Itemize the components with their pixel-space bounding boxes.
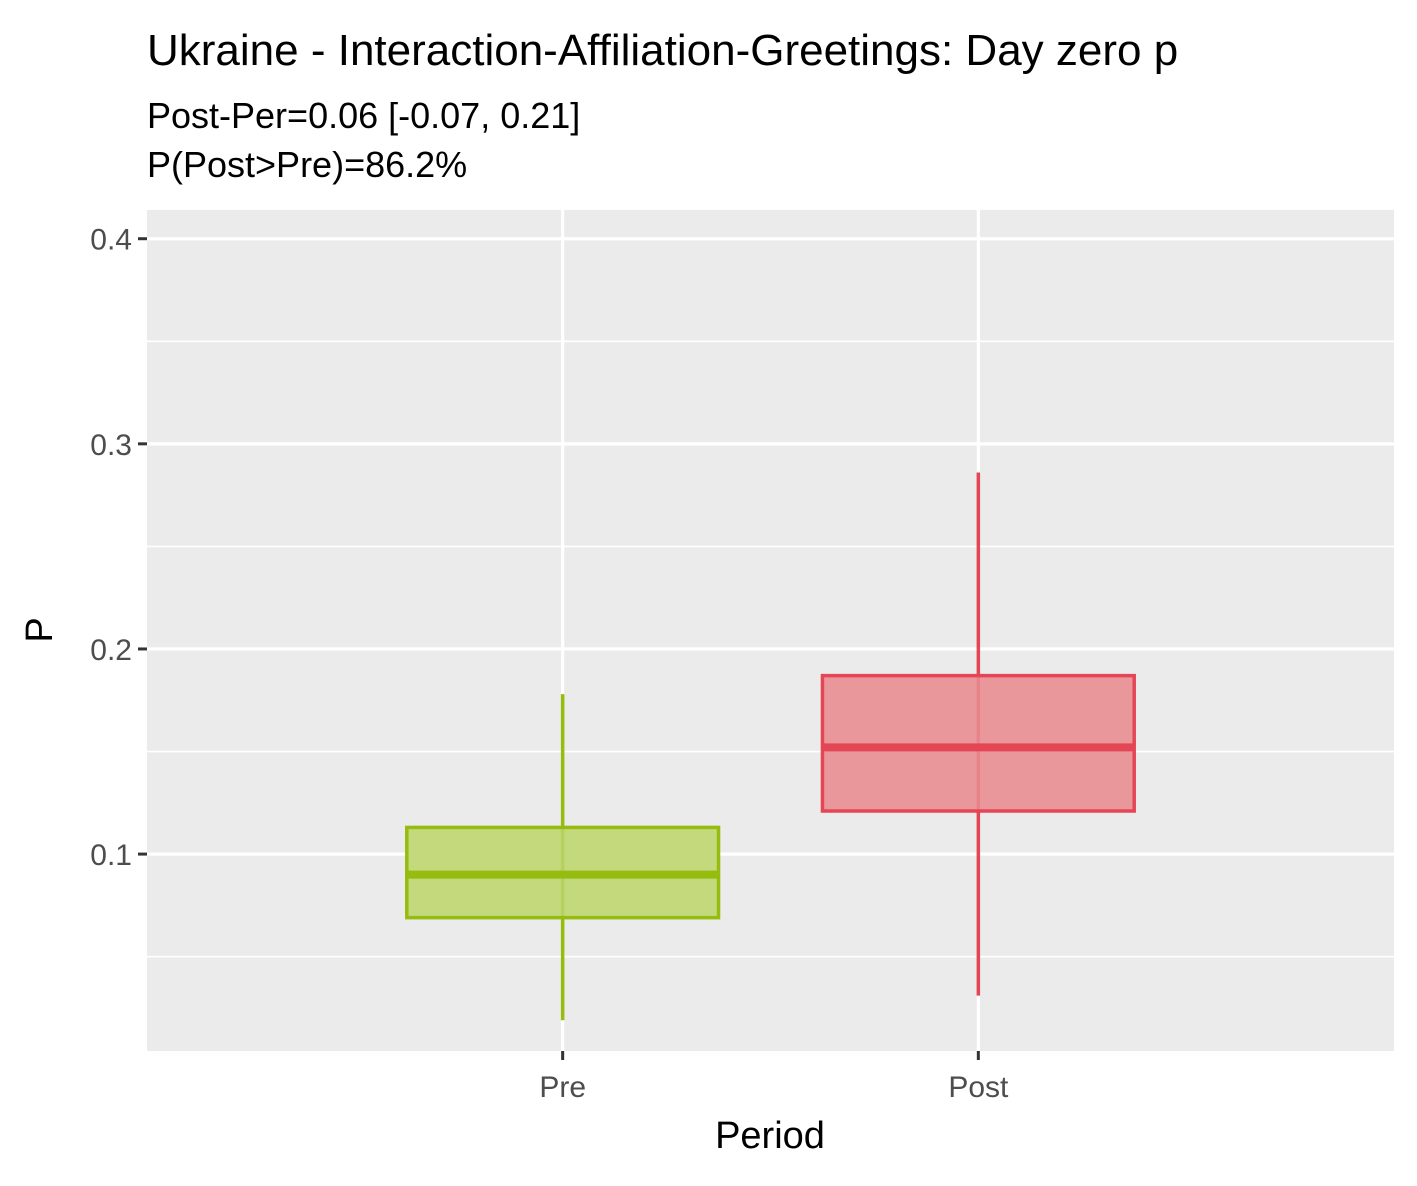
y-tick-label-0: 0.1 <box>90 839 132 872</box>
x-tick-label-1: Post <box>948 1071 1009 1104</box>
box-layer <box>405 472 1136 1021</box>
x-axis-title: Period <box>715 1115 825 1157</box>
box-group-pre <box>405 694 721 1021</box>
x-tick-label-0: Pre <box>539 1071 586 1104</box>
chart-subtitle-line-1: Post-Per=0.06 [-0.07, 0.21] <box>147 95 580 136</box>
y-tick-label-1: 0.2 <box>90 634 132 667</box>
y-tick-label-3: 0.4 <box>90 224 132 257</box>
box-body-post <box>820 673 1136 813</box>
chart-title: Ukraine - Interaction-Affiliation-Greeti… <box>147 26 1178 75</box>
axis-layer: 0.1 0.2 0.3 0.4 Pre Post <box>90 224 1009 1104</box>
box-group-post <box>820 472 1136 996</box>
chart-subtitle-line-2: P(Post>Pre)=86.2% <box>147 144 467 185</box>
y-tick-label-2: 0.3 <box>90 429 132 462</box>
plot-panel <box>147 210 1394 1051</box>
y-axis-title: P <box>19 617 61 642</box>
